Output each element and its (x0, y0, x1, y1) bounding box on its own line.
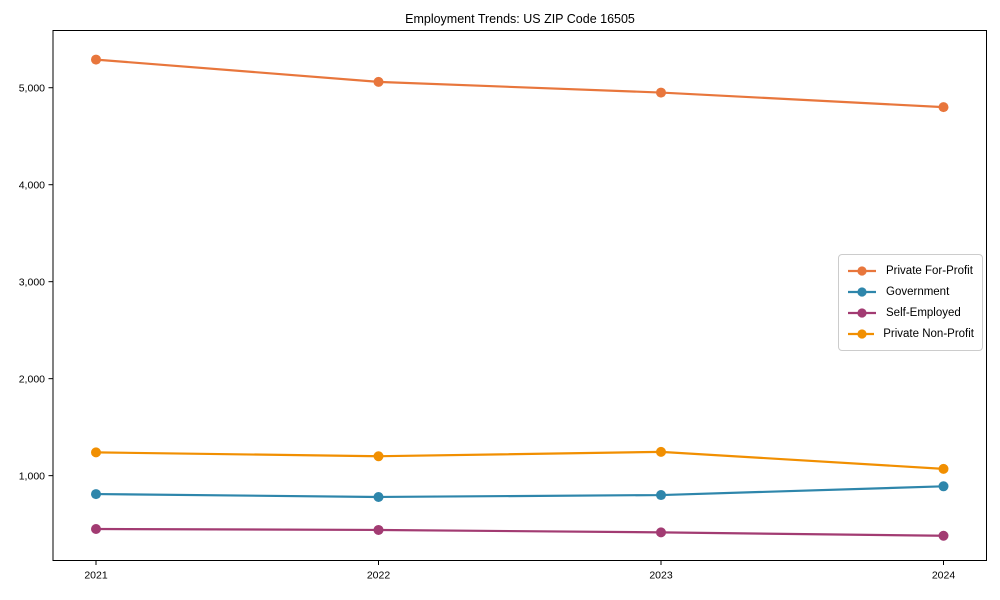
data-point (656, 87, 666, 98)
y-tick-label: 1,000 (19, 470, 45, 482)
x-tick-label: 2024 (932, 570, 956, 582)
data-point (91, 54, 101, 65)
legend-label: Private Non-Profit (883, 327, 974, 340)
legend: Private For-Profit Government Self-Employe… (838, 254, 983, 351)
axes-spines (52, 30, 987, 561)
series-line-government (94, 485, 945, 499)
data-point (373, 76, 384, 87)
y-tick-label: 2,000 (19, 373, 45, 385)
y-tick-label: 4,000 (19, 179, 45, 191)
series-line-self-employed (94, 527, 945, 537)
y-tick-label: 5,000 (19, 82, 45, 94)
x-tick-label: 2022 (367, 570, 391, 582)
data-point (91, 447, 101, 458)
legend-label: Government (886, 285, 950, 298)
legend-marker-icon (848, 286, 876, 297)
data-point (938, 102, 949, 113)
series-line-private-non-profit (94, 450, 945, 470)
y-tick-label: 3,000 (19, 276, 45, 288)
legend-label: Private For-Profit (886, 264, 973, 277)
data-point (938, 463, 949, 474)
chart-title: Employment Trends: US ZIP Code 16505 (405, 12, 635, 26)
data-point (938, 481, 949, 492)
x-tick-label: 2021 (84, 570, 108, 582)
legend-item-private-for-profit: Private For-Profit (847, 260, 974, 281)
data-point (373, 451, 384, 462)
x-tick-label: 2023 (649, 570, 673, 582)
legend-marker-icon (848, 307, 876, 318)
data-point (656, 490, 666, 501)
data-point (373, 524, 384, 535)
legend-item-government: Government (847, 281, 974, 302)
legend-marker-icon (848, 328, 875, 339)
legend-item-private-non-profit: Private Non-Profit (847, 323, 974, 344)
data-point (91, 523, 101, 534)
data-point (656, 527, 666, 538)
legend-item-self-employed: Self-Employed (847, 302, 974, 323)
legend-marker-icon (848, 265, 876, 276)
legend-label: Self-Employed (886, 306, 961, 319)
data-point (938, 530, 949, 541)
series-line-private-for-profit (94, 58, 945, 109)
data-point (91, 489, 101, 500)
data-point (656, 446, 666, 457)
data-point (373, 491, 384, 502)
